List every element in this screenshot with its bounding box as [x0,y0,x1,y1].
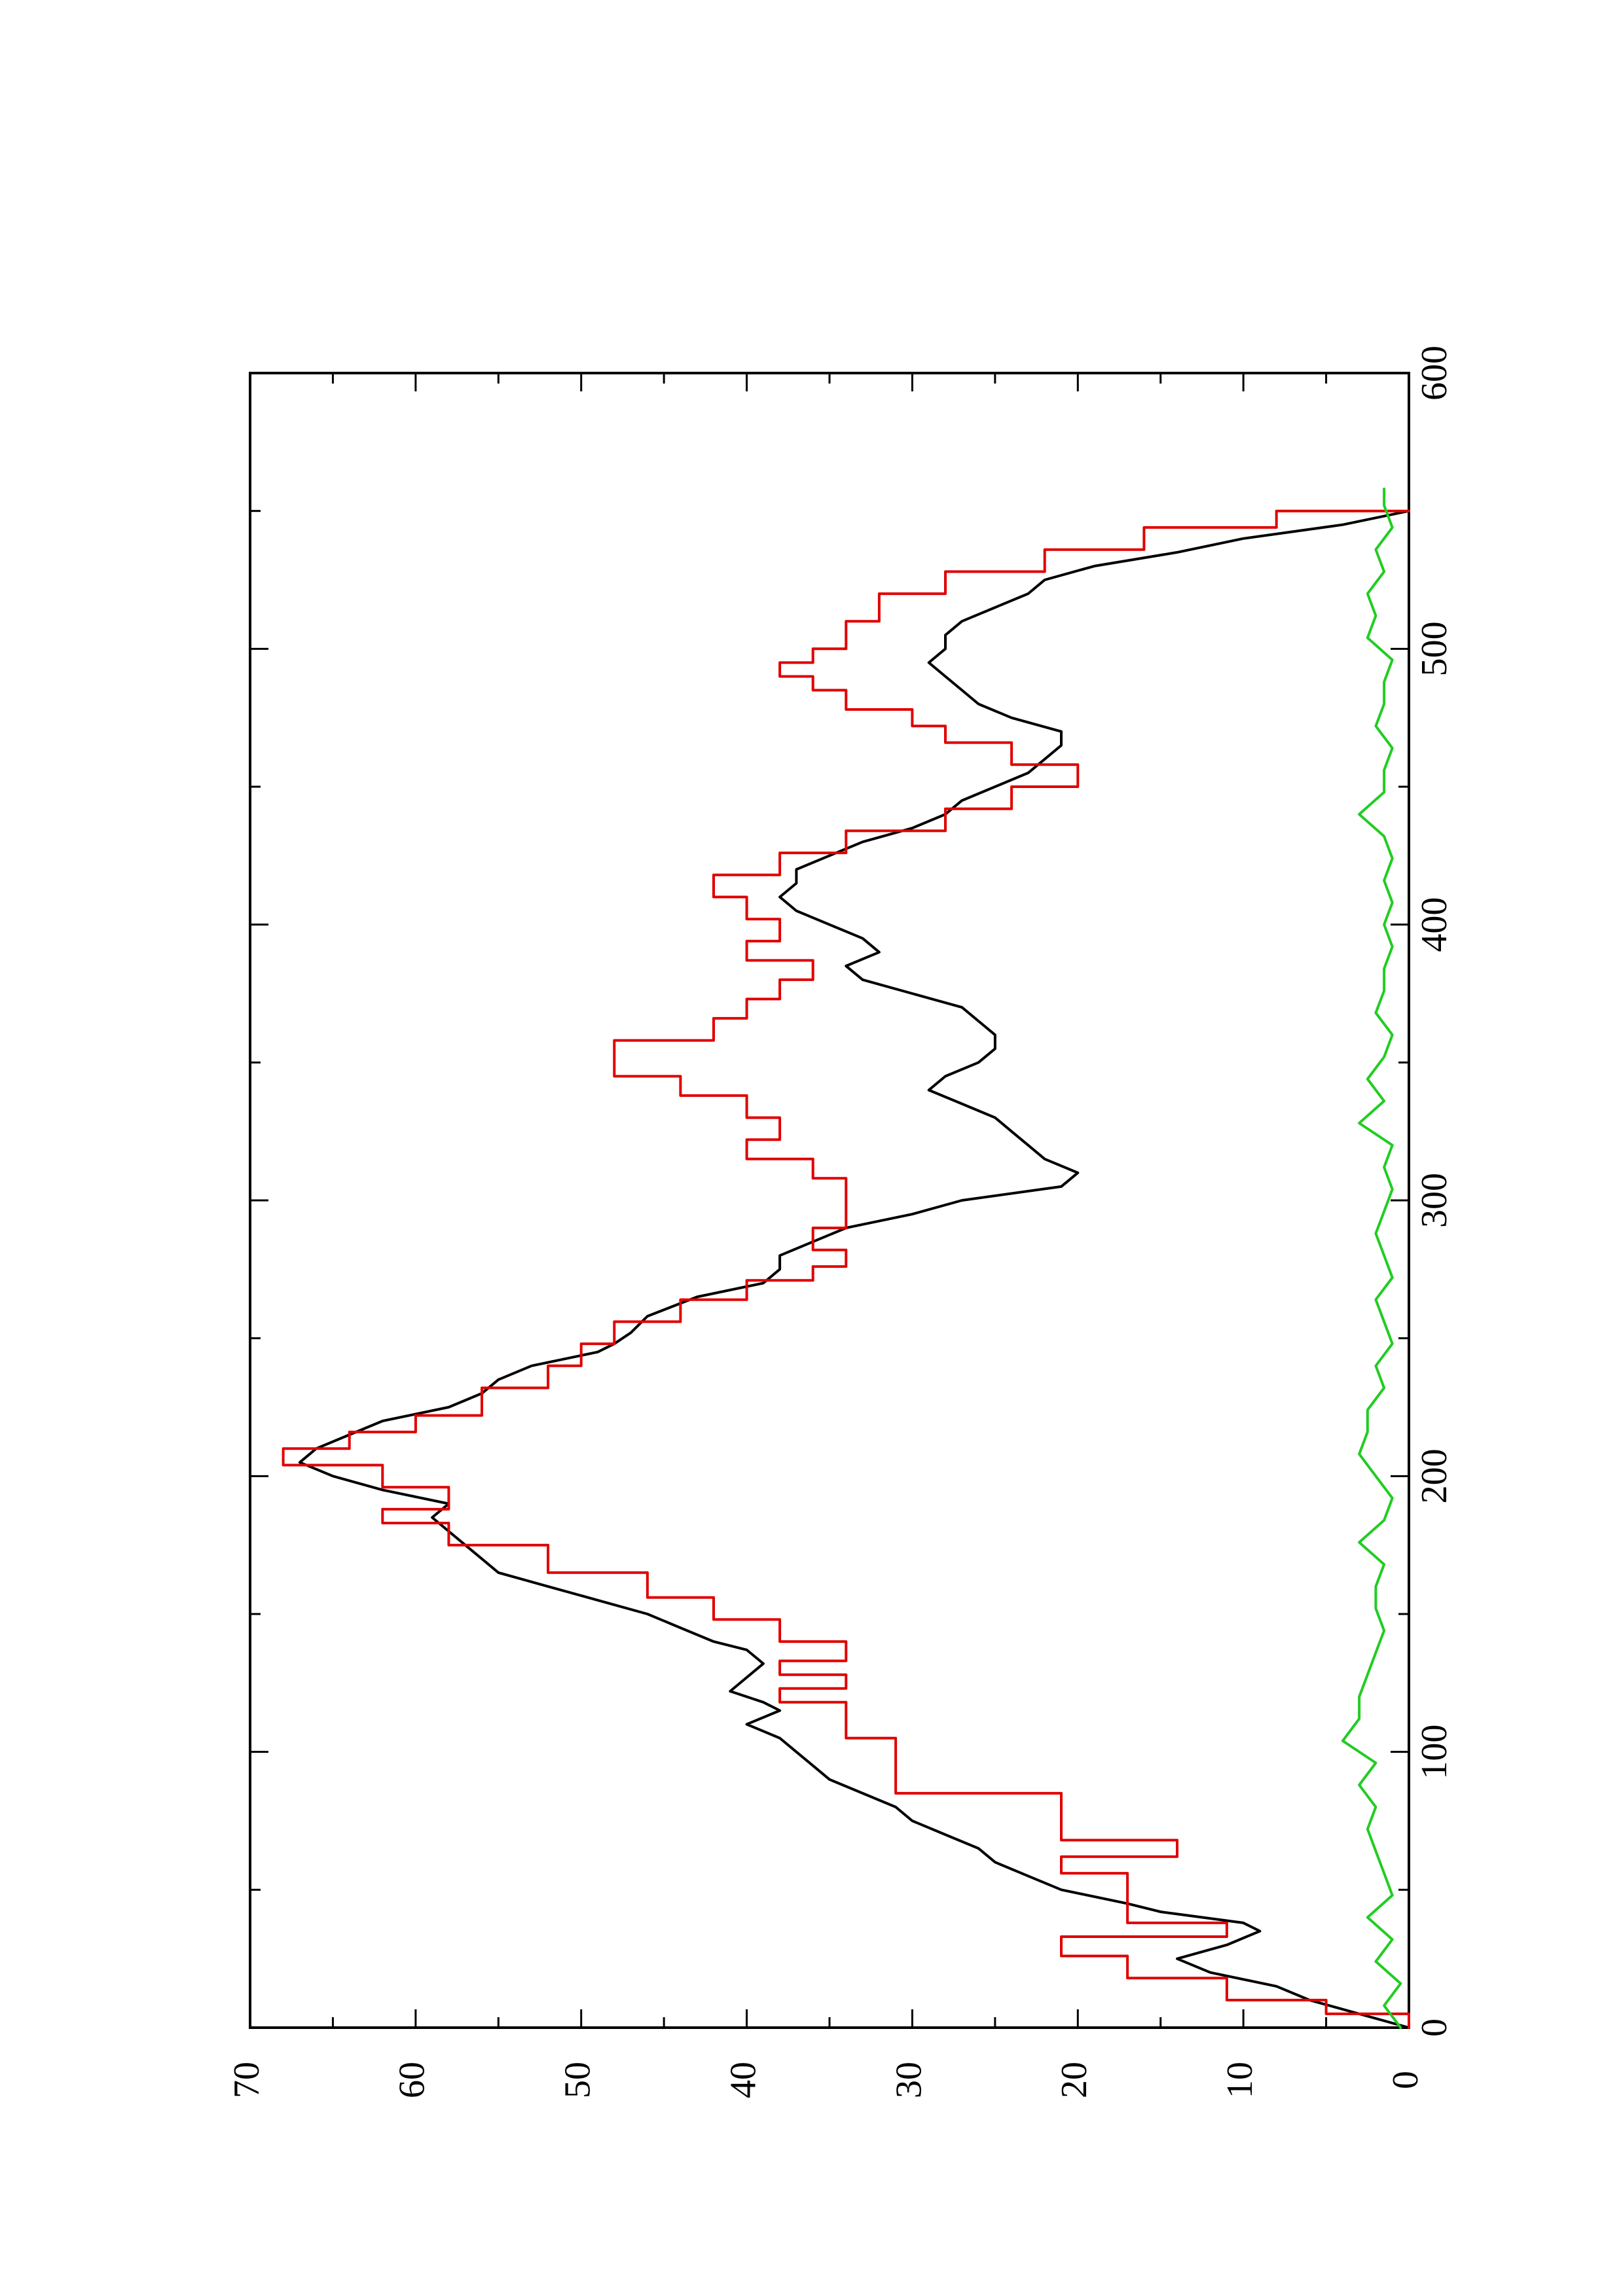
x-tick-label: 200 [1414,1448,1455,1503]
x-tick-label: 400 [1414,897,1455,952]
series-line-3 [1341,488,1402,2029]
y-tick-label: 40 [723,2062,763,2098]
y-tick-label: 10 [1220,2062,1260,2098]
y-tick-label: 70 [227,2062,267,2098]
plot-area: 0 100 200 300 400 500 600 0 10 20 30 40 50 60 70 [227,346,1455,2098]
y-tick-label: 50 [558,2062,598,2098]
y-tick-label: 0 [1385,2071,1426,2089]
series-line-1 [298,509,1410,2029]
y-tick-label: 20 [1054,2062,1095,2098]
x-tick-label: 600 [1414,346,1455,401]
x-tick-label: 0 [1414,2018,1455,2037]
series-line-2 [282,509,1410,2029]
x-tick-label: 500 [1414,621,1455,676]
y-tick-label: 60 [392,2062,433,2098]
x-tick-label: 100 [1414,1725,1455,1780]
x-tick-label: 300 [1414,1173,1455,1228]
y-tick-label: 30 [888,2062,929,2098]
